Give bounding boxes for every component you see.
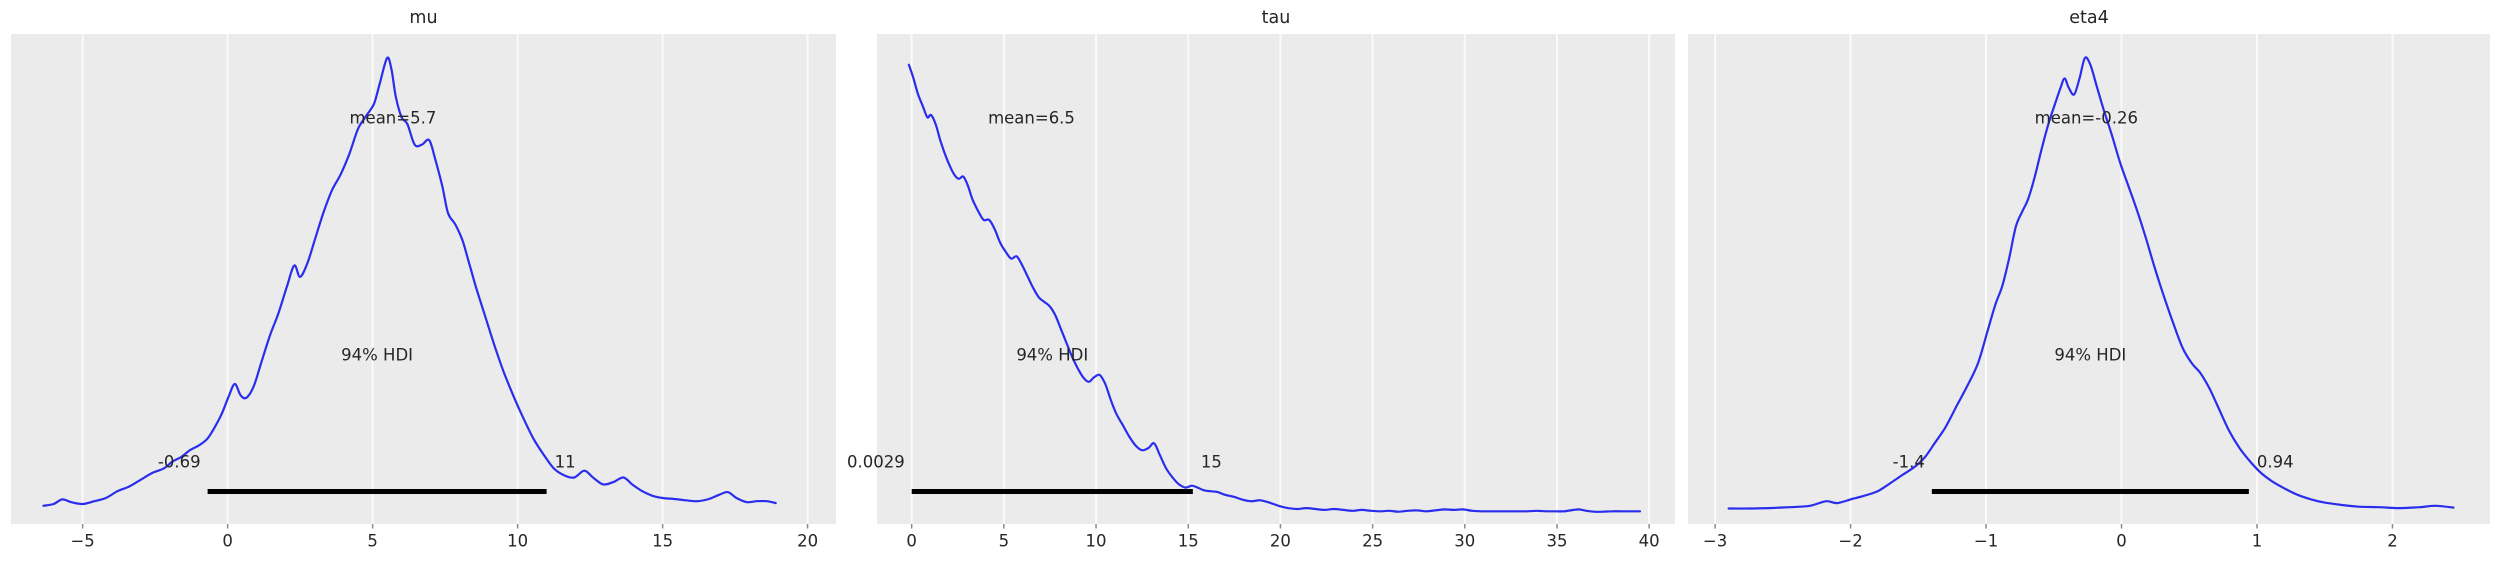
hdi-interval-label: 94% HDI	[341, 345, 414, 365]
panel-title: eta4	[2069, 8, 2109, 28]
x-axis-tick-label: 30	[1454, 531, 1476, 551]
x-axis-tick-label: −5	[70, 531, 95, 551]
x-axis-tick-label: −1	[1973, 531, 1999, 551]
x-axis-tick-label: 1	[2251, 531, 2263, 551]
x-axis-tick-label: 15	[652, 531, 674, 551]
hdi-upper-label: 15	[1200, 452, 1222, 472]
x-axis-tick-label: 0	[906, 531, 917, 551]
mean-label: mean=5.7	[349, 108, 437, 128]
x-axis-tick-label: 0	[2116, 531, 2127, 551]
hdi-interval-label: 94% HDI	[1016, 345, 1089, 365]
hdi-lower-label: 0.0029	[846, 452, 905, 472]
x-axis-tick-label: 10	[507, 531, 529, 551]
x-axis-tick-label: 10	[1085, 531, 1107, 551]
panel-title: mu	[409, 8, 438, 28]
kde-curve	[1727, 56, 2455, 510]
x-axis-tick-label: 20	[797, 531, 819, 551]
axes-background-tau	[877, 34, 1675, 524]
x-axis-tick-label: 5	[367, 531, 378, 551]
hdi-interval-label: 94% HDI	[2054, 345, 2127, 365]
x-axis-tick-label: 5	[998, 531, 1010, 551]
hdi-lower-label: -0.69	[157, 452, 201, 472]
x-axis-tick-label: −3	[1702, 531, 1728, 551]
x-axis-tick-label: 35	[1546, 531, 1568, 551]
hdi-lower-label: -1.4	[1892, 452, 1925, 472]
x-axis-tick-label: 2	[2387, 531, 2398, 551]
x-axis-tick-label: 0	[222, 531, 233, 551]
kde-curve	[907, 63, 1642, 513]
mean-label: mean=6.5	[988, 108, 1075, 128]
x-axis-tick-label: 40	[1638, 531, 1660, 551]
hdi-upper-label: 0.94	[2256, 452, 2294, 472]
mean-label: mean=-0.26	[2034, 108, 2138, 128]
x-axis-tick-label: 25	[1362, 531, 1384, 551]
panel-title: tau	[1261, 8, 1291, 28]
x-axis-tick-label: 20	[1269, 531, 1291, 551]
axes-background-mu	[11, 34, 836, 524]
axes-background-eta4	[1688, 34, 2490, 524]
hdi-upper-label: 11	[554, 452, 576, 472]
x-axis-tick-label: 15	[1177, 531, 1199, 551]
kde-curve	[42, 56, 777, 507]
x-axis-tick-label: −2	[1838, 531, 1863, 551]
